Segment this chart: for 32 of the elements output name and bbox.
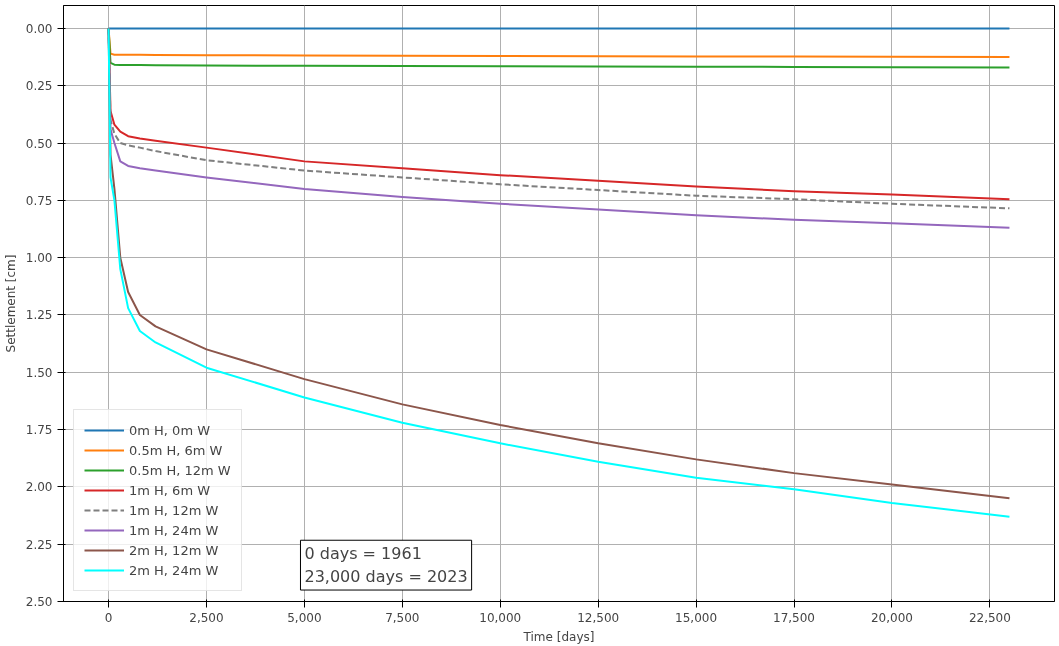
y-axis-title: Settlement [cm] [3,254,18,353]
y-tick-label: 1.50 [25,365,53,380]
x-tick-label: 2,500 [189,610,224,625]
x-tick-label: 22,500 [968,610,1011,625]
legend-label: 2m H, 12m W [129,542,219,558]
y-tick-label: 2.00 [25,480,53,495]
y-tick-label: 0.75 [25,193,53,208]
y-tick-label: 0.25 [25,79,53,94]
legend-label: 1m H, 6m W [129,482,211,498]
x-tick-label: 7,500 [385,610,420,625]
legend-label: 0m H, 0m W [129,422,211,438]
x-tick-label: 15,000 [675,610,718,625]
x-axis-title: Time [days] [522,629,595,644]
x-tick-label: 12,500 [577,610,620,625]
legend-label: 1m H, 12m W [129,502,219,518]
y-tick-label: 1.00 [25,251,53,266]
y-tick-label: 1.25 [25,308,53,323]
legend-label: 1m H, 24m W [129,522,219,538]
y-tick-label: 0.00 [25,21,53,36]
y-tick-label: 2.50 [25,595,53,609]
legend-label: 0.5m H, 6m W [129,442,223,458]
x-tick-label: 20,000 [870,610,913,625]
x-tick-label: 10,000 [479,610,522,625]
x-tick-label: 5,000 [287,610,322,625]
x-tick-label: 17,500 [773,610,816,625]
legend-label: 0.5m H, 12m W [129,462,231,478]
legend-label: 2m H, 24m W [129,562,219,578]
y-tick-label: 0.50 [25,136,53,151]
x-tick-label: 0 [104,610,113,625]
y-tick-label: 2.25 [25,537,53,552]
annotation: 0 days = 1961 23,000 days = 2023 [304,544,468,587]
y-tick-label: 1.75 [25,423,53,438]
